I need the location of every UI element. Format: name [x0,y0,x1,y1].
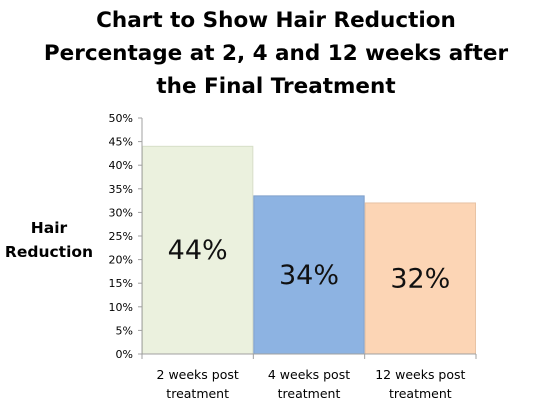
bars: 44% 34% 32% [142,145,476,355]
category-label-line-2: treatment [166,386,229,401]
y-tick-label: 10% [109,301,133,314]
chart-title-line-2: Percentage at 2, 4 and 12 weeks after [44,41,509,66]
y-axis-label: Hair Reduction [5,219,93,261]
y-tick-label: 50% [109,112,133,125]
y-tick-label: 35% [109,183,133,196]
category-label-line-1: 2 weeks post [157,367,239,382]
data-label: 32% [390,263,450,294]
data-label: 34% [279,260,339,291]
chart-title: Chart to Show Hair Reduction Percentage … [44,8,509,99]
category-label-line-2: treatment [278,386,341,401]
category-label-line-1: 12 weeks post [375,367,465,382]
data-label: 44% [168,235,228,266]
y-tick-label: 0% [116,348,133,361]
y-tick-label: 25% [109,230,133,243]
y-tick-label: 30% [109,206,133,219]
y-tick-label: 45% [109,136,133,149]
x-axis-ticks [141,354,477,359]
y-tick-label: 20% [109,254,133,267]
category-labels: 2 weeks post treatment 4 weeks post treatme… [157,367,466,401]
chart-title-line-3: the Final Treatment [156,74,395,99]
axes [141,118,476,355]
y-axis-label-line-2: Reduction [5,243,93,261]
category-label-line-2: treatment [389,386,452,401]
y-tick-label: 15% [109,277,133,290]
bar [253,195,365,355]
y-axis-label-line-1: Hair [31,219,68,237]
y-tick-label: 40% [109,159,133,172]
bar [364,202,476,355]
y-tick-label: 5% [116,324,133,337]
category-label-line-1: 4 weeks post [268,367,350,382]
chart-title-line-1: Chart to Show Hair Reduction [96,8,456,33]
y-axis-ticks: 0% 5% 10% 15% 20% 25% 30% 35% 40% 45% 50% [109,112,142,361]
bar [142,145,254,355]
